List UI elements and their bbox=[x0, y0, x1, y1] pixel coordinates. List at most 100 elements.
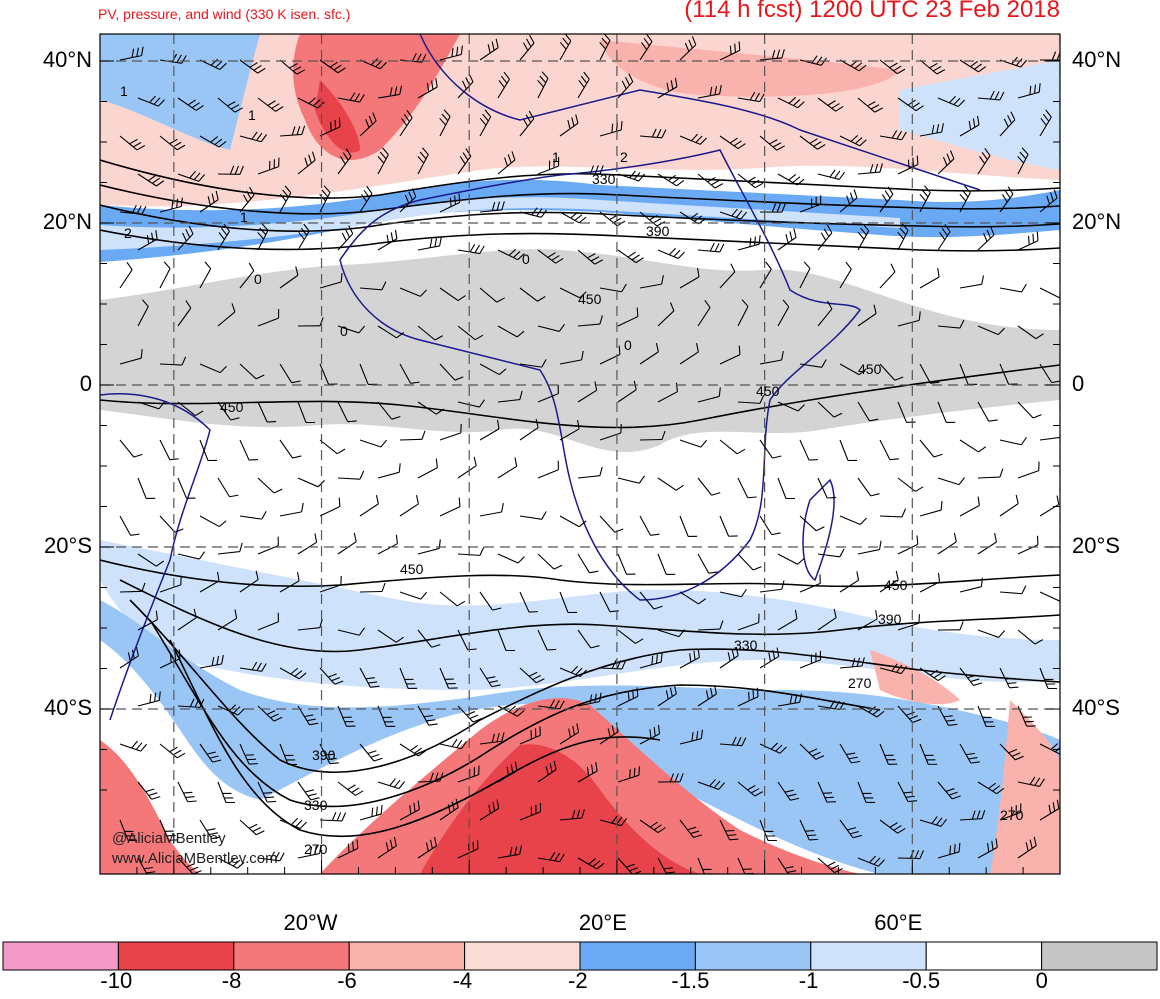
wind-barb bbox=[559, 665, 587, 678]
wind-barb bbox=[257, 157, 280, 175]
wind-barb bbox=[119, 515, 140, 536]
wind-barb bbox=[919, 572, 941, 593]
wind-barb bbox=[719, 736, 747, 747]
wind-barb bbox=[599, 660, 627, 670]
wind-barb bbox=[697, 242, 725, 253]
wind-barb bbox=[839, 59, 867, 72]
wind-barb bbox=[319, 59, 346, 74]
wind-barb bbox=[199, 743, 222, 763]
wind-barb bbox=[977, 147, 991, 175]
wind-barb bbox=[279, 266, 299, 289]
wind-barb bbox=[479, 201, 505, 213]
wind-barb bbox=[137, 781, 161, 800]
wind-barb bbox=[599, 283, 627, 293]
wind-barb bbox=[657, 477, 684, 491]
axis-ticks bbox=[100, 60, 1061, 874]
wind-barb bbox=[297, 844, 322, 859]
wind-barb bbox=[559, 419, 580, 441]
wind-barb bbox=[1017, 629, 1044, 645]
wind-barb bbox=[879, 570, 899, 593]
wind-barb bbox=[137, 857, 156, 874]
wind-barb bbox=[577, 249, 603, 265]
wind-barb bbox=[119, 740, 148, 752]
wind-barb bbox=[839, 819, 862, 839]
wind-barb bbox=[137, 230, 158, 251]
wind-barb bbox=[1039, 287, 1060, 299]
wind-barb bbox=[399, 188, 417, 213]
wind-barb bbox=[439, 423, 462, 441]
wind-barb bbox=[199, 819, 221, 840]
wind-barb bbox=[857, 97, 883, 113]
wind-barb bbox=[817, 97, 844, 112]
wind-barb bbox=[777, 299, 790, 327]
pressure-contour-label: 270 bbox=[1000, 807, 1024, 823]
wind-barb bbox=[799, 135, 826, 150]
wind-barb bbox=[319, 117, 341, 137]
wind-barb bbox=[297, 401, 315, 424]
pv-contour-label: 0 bbox=[522, 251, 530, 267]
wind-barb bbox=[377, 85, 403, 99]
wind-barb bbox=[519, 207, 547, 218]
wind-barb bbox=[617, 553, 636, 575]
wind-barb bbox=[257, 97, 284, 112]
pv-contour-label: 1 bbox=[120, 83, 128, 99]
wind-barb bbox=[177, 170, 206, 182]
wind-barb bbox=[919, 59, 946, 75]
wind-barb bbox=[137, 299, 149, 327]
wind-barb bbox=[177, 781, 197, 803]
colorbar bbox=[2, 941, 1158, 971]
wind-barb bbox=[639, 34, 653, 61]
wind-barb bbox=[439, 287, 466, 302]
wind-barb bbox=[319, 667, 344, 685]
wind-barb bbox=[399, 430, 426, 441]
wind-barb bbox=[537, 699, 565, 710]
wind-barb bbox=[537, 384, 559, 403]
wind-barb bbox=[1017, 535, 1039, 555]
wind-barb bbox=[937, 223, 951, 251]
wind-barb bbox=[919, 363, 940, 384]
wind-barb bbox=[537, 629, 557, 651]
wind-barb bbox=[177, 97, 204, 111]
colorbar-swatch bbox=[810, 941, 927, 971]
wind-barb bbox=[559, 211, 587, 224]
wind-barb bbox=[617, 629, 644, 644]
wind-barb bbox=[399, 743, 427, 757]
wind-barb bbox=[679, 591, 707, 605]
wind-barb bbox=[1039, 667, 1057, 690]
wind-barb bbox=[1017, 776, 1045, 787]
wind-barb bbox=[679, 343, 699, 365]
wind-barb bbox=[599, 34, 611, 61]
map-title: PV, pressure, and wind (330 K isen. sfc.… bbox=[98, 6, 351, 22]
wind-barb bbox=[559, 591, 578, 614]
wind-barb bbox=[137, 173, 165, 187]
wind-barb bbox=[937, 95, 965, 108]
wind-barb bbox=[239, 661, 267, 672]
wind-barb bbox=[217, 781, 235, 804]
wind-barb bbox=[1017, 147, 1029, 175]
wind-barb bbox=[217, 857, 245, 869]
wind-barb bbox=[599, 515, 624, 533]
wind-barb bbox=[439, 738, 467, 750]
wind-barb bbox=[497, 390, 523, 403]
lat-label-left: 40°S bbox=[44, 695, 92, 720]
wind-barb bbox=[577, 857, 605, 870]
wind-barb bbox=[839, 363, 867, 376]
wind-barb bbox=[239, 511, 267, 520]
wind-barb bbox=[137, 477, 156, 499]
wind-barb bbox=[337, 325, 366, 334]
wind-barb bbox=[177, 551, 205, 560]
wind-barb bbox=[679, 36, 697, 61]
pv-contour-label: 0 bbox=[624, 337, 632, 353]
wind-barb bbox=[719, 819, 739, 841]
wind-barb bbox=[417, 325, 444, 341]
wind-barb bbox=[817, 857, 843, 874]
pressure-contour-label: 270 bbox=[304, 841, 328, 857]
wind-barb bbox=[977, 629, 1006, 638]
wind-barb bbox=[937, 781, 961, 800]
wind-barb bbox=[577, 381, 598, 403]
wind-barb bbox=[1017, 231, 1039, 251]
wind-barb bbox=[417, 772, 444, 783]
wind-barb bbox=[239, 131, 268, 143]
wind-barb bbox=[279, 125, 306, 137]
